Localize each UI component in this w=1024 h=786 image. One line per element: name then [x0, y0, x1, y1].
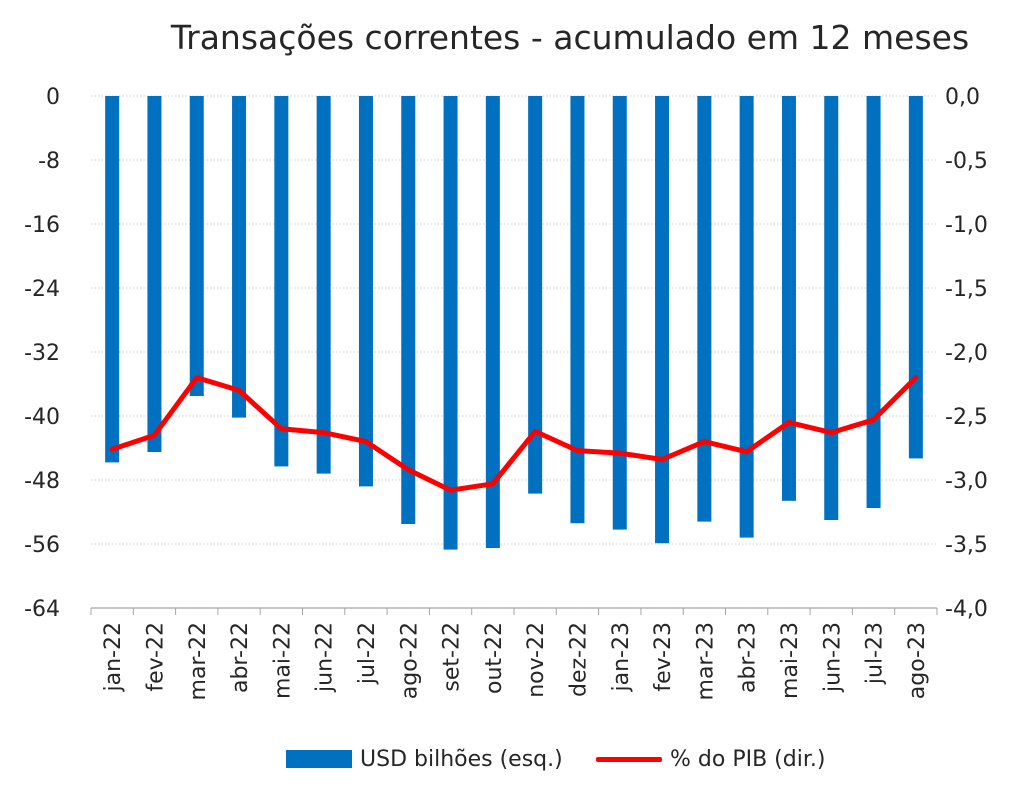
- bar: [358, 96, 373, 487]
- y-left-tick-label: -48: [24, 469, 60, 494]
- bar: [485, 96, 500, 548]
- x-tick-label: jan-22: [101, 622, 126, 692]
- y-left-tick-label: -16: [24, 213, 60, 238]
- y-left-tick-label: 0: [46, 85, 60, 110]
- y-right-tick-label: -3,0: [945, 469, 988, 494]
- y-left-tick-label: -8: [38, 149, 60, 174]
- x-tick-label: mar-23: [693, 622, 718, 700]
- plot-area: 0 0,0 -8 -0,5 -16 -1,0 -24 -1,5 -32 -2,0 -40 -2,5 -4…: [24, 85, 988, 700]
- x-tick-label: ago-23: [905, 622, 930, 699]
- y-left-tick-label: -32: [24, 341, 60, 366]
- bar: [824, 96, 839, 520]
- x-tick-label: mai-23: [778, 622, 803, 699]
- y-left-tick-label: -40: [24, 405, 60, 430]
- x-tick-label: nov-22: [524, 622, 549, 698]
- bar: [189, 96, 204, 396]
- y-right-tick-label: -4,0: [945, 597, 988, 622]
- bar: [739, 96, 754, 538]
- y-right-tick-label: -2,0: [945, 341, 988, 366]
- x-tick-label: fev-23: [651, 622, 676, 692]
- y-right-tick-label: -2,5: [945, 405, 988, 430]
- line-path: [109, 375, 919, 493]
- chart-title: Transações correntes - acumulado em 12 m…: [170, 18, 970, 57]
- legend-swatch-line: [596, 756, 662, 762]
- bar: [866, 96, 881, 508]
- x-tick-label: mar-22: [186, 622, 211, 700]
- legend: USD bilhões (esq.) % do PIB (dir.): [0, 742, 1024, 776]
- legend-swatch-bars: [286, 750, 352, 768]
- x-tick-label: abr-23: [736, 622, 761, 693]
- axes: 0 0,0 -8 -0,5 -16 -1,0 -24 -1,5 -32 -2,0 -40 -2,5 -4…: [24, 85, 988, 700]
- legend-item-bars: USD bilhões (esq.): [286, 742, 563, 776]
- bar: [655, 96, 670, 544]
- bar-series: [105, 96, 923, 550]
- x-tick-label: ago-22: [397, 622, 422, 699]
- bar: [570, 96, 585, 524]
- x-tick-label: jun-23: [820, 622, 845, 693]
- legend-label-line: % do PIB (dir.): [670, 746, 826, 772]
- y-right-tick-label: -1,0: [945, 213, 988, 238]
- gridlines: [91, 95, 937, 609]
- x-tick-label: jun-22: [313, 622, 338, 693]
- x-tick-label: jul-23: [863, 622, 888, 685]
- x-tick-label: jan-23: [609, 622, 634, 692]
- line-series: [109, 375, 919, 493]
- y-right-tick-label: 0,0: [945, 85, 980, 110]
- bar: [274, 96, 289, 467]
- x-tick-label: dez-22: [566, 622, 591, 697]
- bar: [232, 96, 247, 418]
- legend-label-bars: USD bilhões (esq.): [360, 746, 563, 772]
- y-right-tick-label: -1,5: [945, 277, 988, 302]
- bar: [147, 96, 162, 452]
- bar: [612, 96, 627, 530]
- x-tick-label: set-22: [440, 622, 465, 692]
- bar: [697, 96, 712, 522]
- bar: [105, 96, 120, 463]
- bar: [401, 96, 416, 524]
- y-left-tick-label: -24: [24, 277, 60, 302]
- y-right-tick-label: -3,5: [945, 533, 988, 558]
- x-tick-label: fev-22: [143, 622, 168, 692]
- y-left-tick-label: -56: [24, 533, 60, 558]
- bar: [781, 96, 796, 501]
- y-left-tick-label: -64: [24, 597, 60, 622]
- bar: [528, 96, 543, 494]
- legend-item-line: % do PIB (dir.): [596, 742, 825, 776]
- bar: [908, 96, 923, 459]
- x-tick-label: mai-22: [270, 622, 295, 699]
- bar: [316, 96, 331, 474]
- x-tick-label: abr-22: [228, 622, 253, 693]
- bar: [443, 96, 458, 550]
- x-tick-label: out-22: [482, 622, 507, 694]
- x-tick-label: jul-22: [355, 622, 380, 685]
- y-right-tick-label: -0,5: [945, 149, 988, 174]
